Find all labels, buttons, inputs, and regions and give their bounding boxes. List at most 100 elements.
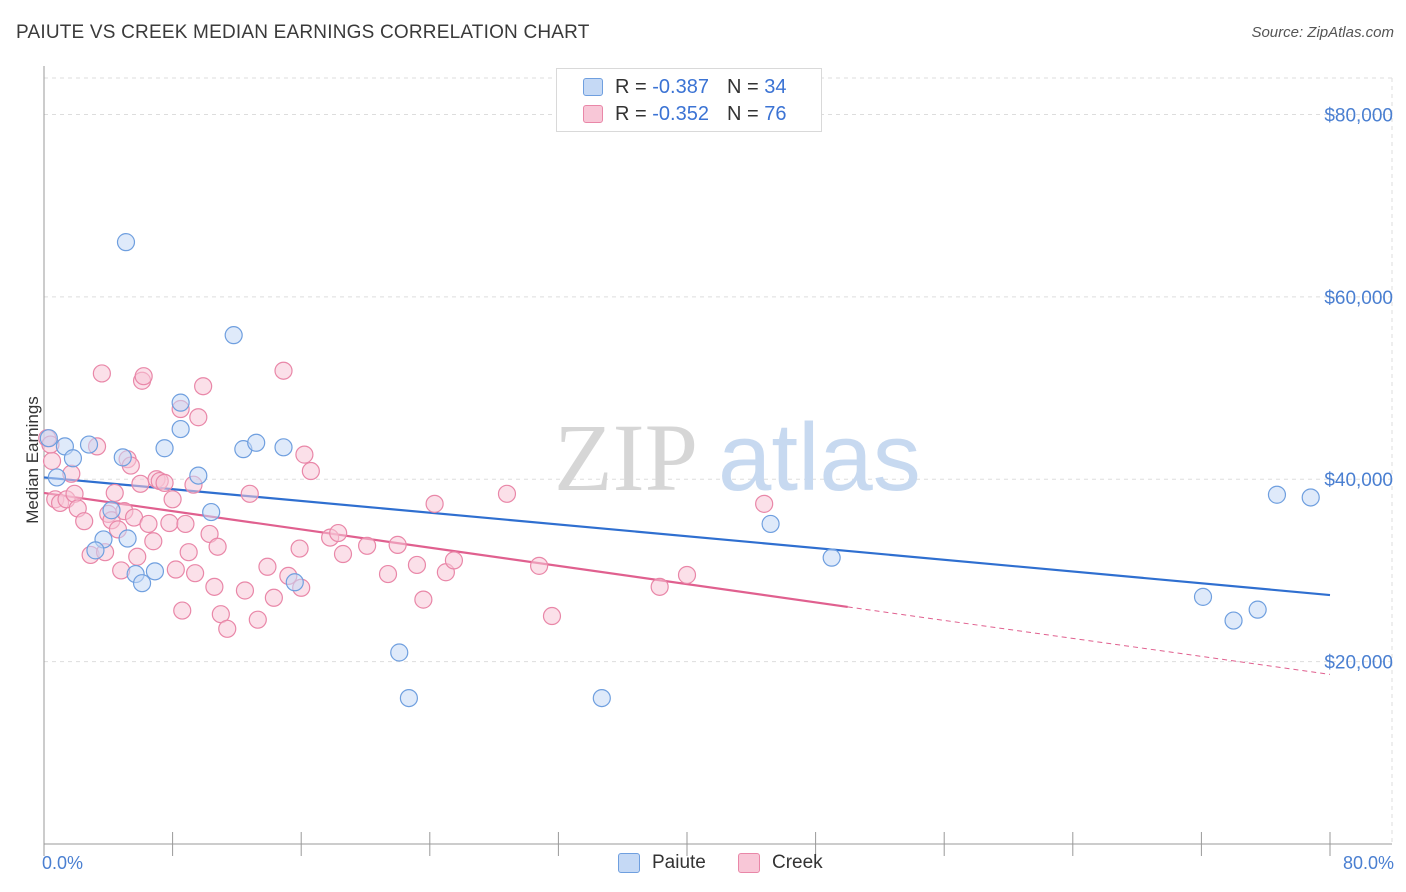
legend-row-creek: R = -0.352 N = 76 — [583, 101, 786, 127]
creek-point — [274, 361, 293, 380]
creek-point — [542, 606, 562, 626]
paiute-point — [189, 466, 208, 485]
creek-point — [378, 564, 398, 584]
creek-point — [650, 577, 669, 596]
legend-creek-label: Creek — [772, 852, 823, 873]
creek-point — [264, 588, 283, 607]
creek-r-label: R = — [615, 102, 647, 125]
creek-point — [407, 555, 427, 575]
creek-point — [128, 547, 147, 566]
y-tick-label: $40,000 — [1324, 470, 1393, 491]
creek-n-label: N = — [726, 102, 759, 125]
paiute-point — [171, 393, 190, 412]
creek-point — [677, 565, 697, 585]
creek-point — [329, 523, 348, 543]
legend-item-paiute: Paiute — [618, 852, 706, 874]
paiute-point — [274, 438, 293, 457]
paiute-point — [171, 419, 190, 439]
paiute-point — [224, 326, 243, 345]
creek-point — [189, 408, 208, 427]
x-tick-label-max: 80.0% — [1343, 853, 1394, 873]
paiute-point — [155, 439, 174, 458]
paiute-point — [1301, 488, 1320, 507]
legend-item-creek: Creek — [738, 852, 823, 874]
paiute-trend-line — [43, 476, 1331, 597]
creek-point — [155, 473, 174, 492]
paiute-point — [113, 448, 132, 467]
source-note: Source: ZipAtlas.com — [1251, 24, 1394, 41]
paiute-point — [102, 501, 121, 520]
creek-point — [194, 377, 213, 396]
creek-swatch — [583, 105, 603, 123]
paiute-point — [1224, 611, 1243, 630]
creek-r-value: -0.352 — [652, 102, 709, 125]
creek-point — [144, 532, 163, 551]
creek-point — [105, 483, 124, 503]
paiute-point — [39, 429, 58, 448]
creek-point — [160, 513, 179, 533]
paiute-n-label: N = — [726, 75, 759, 98]
y-tick-label: $60,000 — [1324, 288, 1393, 309]
paiute-point — [132, 574, 152, 593]
paiute-point — [63, 449, 83, 468]
paiute-r-label: R = — [615, 75, 647, 98]
creek-point — [248, 610, 267, 629]
creek-point — [235, 581, 255, 600]
paiute-point — [79, 435, 99, 454]
creek-point — [444, 551, 464, 570]
paiute-point — [592, 688, 611, 708]
creek-point — [497, 484, 517, 503]
creek-point — [388, 535, 407, 554]
data-points — [38, 233, 1320, 708]
creek-point — [131, 474, 150, 493]
creek-trend-line — [43, 491, 848, 608]
legend-creek-swatch — [738, 853, 760, 873]
watermark-atlas: atlas — [718, 404, 921, 511]
y-axis-label: Median Earnings — [23, 396, 42, 524]
creek-point — [240, 484, 259, 503]
creek-point — [163, 490, 182, 509]
creek-point — [258, 557, 277, 576]
paiute-point — [47, 468, 66, 487]
creek-point — [530, 556, 549, 575]
paiute-point — [116, 233, 136, 252]
creek-point — [333, 544, 353, 564]
legend-row-paiute: R = -0.387 N = 34 — [583, 74, 786, 100]
watermark-zip: ZIP — [554, 404, 698, 511]
creek-point — [301, 461, 320, 481]
paiute-r-value: -0.387 — [652, 75, 709, 98]
creek-point — [173, 601, 192, 620]
paiute-point — [399, 688, 419, 708]
paiute-point — [1248, 600, 1267, 619]
paiute-point — [145, 562, 165, 581]
y-tick-label: $20,000 — [1324, 653, 1393, 674]
creek-trend-extension — [847, 606, 1331, 675]
paiute-n-value: 34 — [764, 75, 787, 98]
paiute-point — [285, 573, 304, 592]
paiute-swatch — [583, 78, 603, 96]
creek-point — [414, 590, 433, 609]
creek-point — [205, 577, 224, 596]
paiute-point — [822, 548, 841, 567]
axes — [43, 66, 1392, 856]
paiute-point — [202, 502, 221, 522]
creek-point — [75, 512, 94, 531]
paiute-point — [761, 514, 780, 534]
tick-labels: $20,000 $40,000 $60,000 $80,000 0.0% 80.0% — [42, 105, 1394, 873]
creek-point — [755, 494, 774, 513]
watermark: ZIP atlas — [554, 404, 921, 511]
paiute-point — [118, 529, 137, 548]
creek-point — [139, 514, 158, 534]
creek-point — [92, 364, 111, 383]
creek-point — [179, 543, 198, 562]
paiute-point — [247, 433, 266, 452]
trend-lines — [43, 476, 1331, 675]
y-tick-label: $80,000 — [1324, 105, 1393, 126]
chart-title: PAIUTE VS CREEK MEDIAN EARNINGS CORRELAT… — [16, 22, 590, 43]
paiute-point — [1193, 587, 1213, 606]
creek-point — [218, 619, 237, 638]
correlation-legend: R = -0.387 N = 34 R = -0.352 N = 76 — [556, 68, 822, 132]
creek-point — [134, 367, 153, 386]
creek-point — [290, 539, 309, 558]
